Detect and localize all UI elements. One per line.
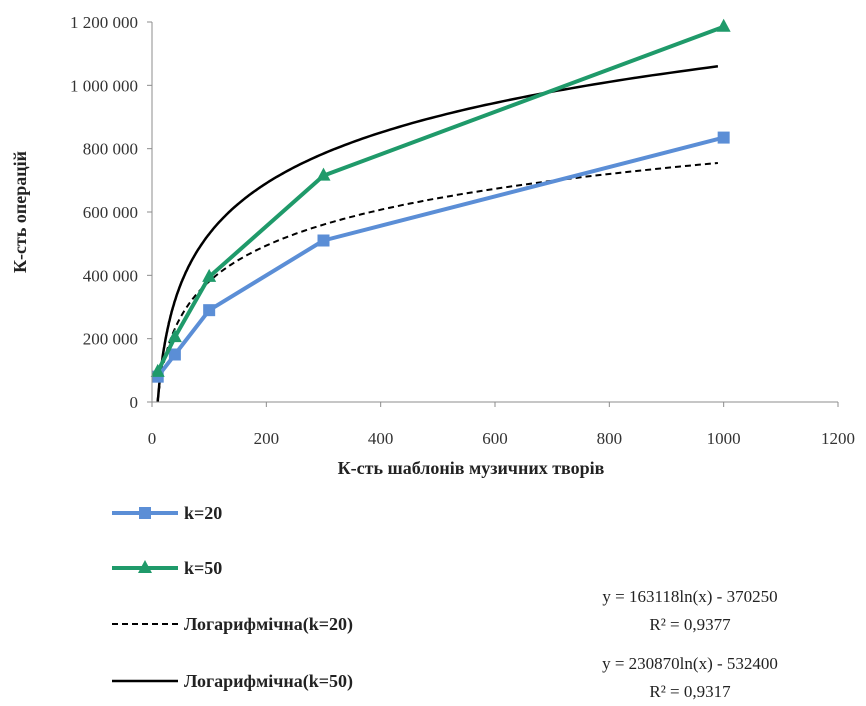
x-tick-label: 0 [148, 429, 157, 448]
data-point-k50 [202, 268, 217, 282]
data-point-k20 [203, 304, 216, 317]
y-tick-label: 600 000 [83, 203, 138, 222]
data-point-k20 [317, 234, 330, 247]
data-point-k50 [150, 363, 165, 377]
x-tick-label: 800 [597, 429, 623, 448]
legend-label-trend-k50: Логарифмічна(k=50) [184, 671, 353, 692]
legend-label-k20: k=20 [184, 503, 222, 523]
y-tick-label: 1 000 000 [70, 76, 138, 95]
x-tick-label: 1000 [707, 429, 741, 448]
legend-item-trend-k20: Логарифмічна(k=20) [112, 614, 353, 635]
legend-marker-square-icon [139, 507, 151, 519]
trendline-equations: y = 163118ln(x) - 370250 R² = 0,9377 y =… [602, 587, 778, 701]
x-tick-label: 200 [254, 429, 280, 448]
x-axis-title: К-сть шаблонів музичних творів [338, 458, 605, 478]
legend-marker-triangle-icon [138, 560, 152, 573]
equation-trend-k20: y = 163118ln(x) - 370250 [602, 587, 777, 606]
data-point-k20 [717, 131, 730, 144]
data-point-k50 [316, 167, 331, 181]
axes: 0 200 400 600 800 1000 1200 0 200 000 400 000 600… [70, 13, 855, 448]
legend-label-trend-k20: Логарифмічна(k=20) [184, 614, 353, 635]
r2-trend-k50: R² = 0,9317 [649, 682, 731, 701]
equation-trend-k50: y = 230870ln(x) - 532400 [602, 654, 778, 673]
x-ticks: 0 200 400 600 800 1000 1200 [148, 402, 855, 448]
y-tick-label: 200 000 [83, 330, 138, 349]
trendline-k20 [156, 162, 718, 403]
legend-item-k20: k=20 [112, 503, 222, 523]
trendline-k50 [156, 65, 719, 403]
x-tick-label: 400 [368, 429, 394, 448]
plot-area [150, 18, 731, 403]
legend-label-k50: k=50 [184, 558, 222, 578]
data-point-k50 [167, 329, 182, 343]
legend-item-k50: k=50 [112, 558, 222, 578]
y-tick-label: 0 [130, 393, 139, 412]
x-tick-label: 600 [482, 429, 508, 448]
y-tick-label: 800 000 [83, 140, 138, 159]
r2-trend-k20: R² = 0,9377 [649, 615, 731, 634]
y-axis-title: К-сть операцій [10, 151, 30, 273]
y-tick-label: 400 000 [83, 266, 138, 285]
x-tick-label: 1200 [821, 429, 855, 448]
data-point-k50 [716, 18, 731, 32]
y-ticks: 0 200 000 400 000 600 000 800 000 1 000 000 1 … [70, 13, 152, 412]
data-point-k20 [168, 348, 181, 361]
legend: k=20 k=50 Логарифмічна(k=20) Логарифмічн… [112, 503, 353, 692]
y-tick-label: 1 200 000 [70, 13, 138, 32]
legend-item-trend-k50: Логарифмічна(k=50) [112, 671, 353, 692]
